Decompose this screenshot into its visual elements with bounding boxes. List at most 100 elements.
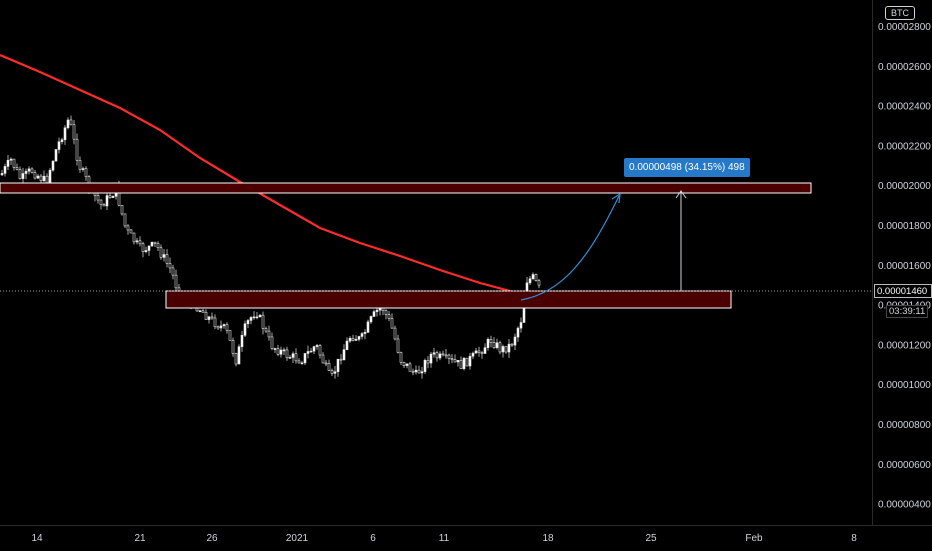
- price-tick-label: 0.00002000: [878, 181, 931, 192]
- candle-body: [348, 338, 352, 342]
- candle-body: [150, 241, 154, 247]
- candle-body: [513, 336, 517, 346]
- moving-average-line: [0, 53, 522, 296]
- candle-body: [363, 332, 367, 334]
- price-tick-label: 0.00001600: [878, 261, 931, 272]
- candle-body: [30, 168, 34, 173]
- candle-body: [201, 310, 205, 313]
- candle-body: [519, 322, 523, 329]
- candle-body: [45, 175, 49, 183]
- candle-body: [21, 173, 25, 179]
- support-zone[interactable]: [165, 290, 732, 309]
- candle-body: [147, 245, 151, 251]
- candle-body: [48, 169, 52, 183]
- candle-body: [327, 363, 331, 371]
- time-tick-label: 21: [134, 533, 146, 544]
- candle-body: [75, 138, 79, 161]
- candle-body: [468, 355, 472, 367]
- candle-body: [174, 274, 178, 289]
- candle-body: [237, 346, 241, 365]
- candle-body: [54, 149, 58, 162]
- candle-body: [459, 360, 463, 369]
- bar-countdown: 03:39:11: [886, 305, 929, 318]
- time-tick-label: 25: [645, 533, 657, 544]
- candle-body: [462, 357, 466, 369]
- candle-body: [480, 352, 484, 354]
- candle-body: [273, 348, 277, 350]
- candle-body: [309, 350, 313, 353]
- candle-body: [270, 336, 274, 349]
- candle-body: [246, 320, 250, 325]
- candle-body: [156, 243, 160, 249]
- candle-body: [414, 369, 418, 373]
- candle-body: [453, 359, 457, 363]
- candle-body: [135, 240, 139, 243]
- candle-body: [516, 327, 520, 338]
- candle-body: [138, 240, 142, 245]
- candle-body: [132, 232, 136, 243]
- candle-body: [372, 311, 376, 317]
- time-axis-ticks: 14 21 26 2021 6 11 18 25 Feb 8: [31, 533, 857, 544]
- last-price-tag: 0.00001460: [874, 284, 932, 298]
- candle-body: [219, 325, 223, 329]
- candle-body: [24, 170, 28, 174]
- candle-body: [528, 278, 532, 284]
- time-tick-label: 6: [370, 533, 376, 544]
- candle-body: [126, 225, 130, 231]
- candle-body: [495, 342, 499, 348]
- candle-body: [399, 352, 403, 363]
- candle-body: [405, 363, 409, 366]
- candle-body: [312, 346, 316, 352]
- currency-badge: BTC: [885, 6, 915, 20]
- candle-body: [27, 168, 31, 172]
- candle-body: [129, 229, 133, 234]
- candle-body: [18, 169, 22, 179]
- candle-body: [318, 345, 322, 356]
- price-tick-label: 0.00002600: [878, 62, 931, 73]
- candle-body: [396, 338, 400, 353]
- price-tick-label: 0.00001800: [878, 221, 931, 232]
- candle-body: [171, 267, 175, 276]
- candle-body: [198, 310, 202, 313]
- candle-body: [303, 353, 307, 364]
- candle-body: [123, 213, 127, 227]
- candle-body: [426, 359, 430, 364]
- candle-body: [501, 346, 505, 353]
- candle-body: [168, 263, 172, 269]
- candle-body: [153, 241, 157, 244]
- candle-body: [402, 361, 406, 366]
- candle-body: [285, 349, 289, 359]
- candle-body: [300, 362, 304, 365]
- candle-body: [207, 316, 211, 320]
- resistance-zone[interactable]: [0, 182, 812, 194]
- time-tick-label: 18: [542, 533, 554, 544]
- candle-body: [213, 317, 217, 328]
- candle-body: [429, 353, 433, 364]
- candle-body: [393, 327, 397, 340]
- candle-body: [330, 370, 334, 374]
- candle-body: [261, 314, 265, 329]
- projection-arrow: [520, 195, 620, 301]
- candle-body: [324, 362, 328, 365]
- candle-body: [411, 370, 415, 373]
- candle-body: [420, 371, 424, 374]
- candle-body: [165, 254, 169, 264]
- candle-body: [474, 350, 478, 354]
- candle-body: [531, 274, 535, 279]
- candle-body: [66, 119, 70, 129]
- candle-body: [435, 352, 439, 359]
- projection-arrowhead: [611, 192, 621, 204]
- candle-body: [60, 139, 64, 143]
- candle-body: [351, 338, 355, 341]
- price-axis[interactable]: [872, 0, 932, 525]
- candle-body: [306, 351, 310, 354]
- candle-body: [231, 340, 235, 354]
- candle-body: [258, 314, 262, 318]
- candle-body: [357, 336, 361, 340]
- price-tick-label: 0.00002400: [878, 102, 931, 113]
- candle-body: [450, 358, 454, 360]
- candle-body: [78, 159, 82, 170]
- candle-body: [57, 141, 61, 150]
- time-axis[interactable]: [0, 525, 932, 551]
